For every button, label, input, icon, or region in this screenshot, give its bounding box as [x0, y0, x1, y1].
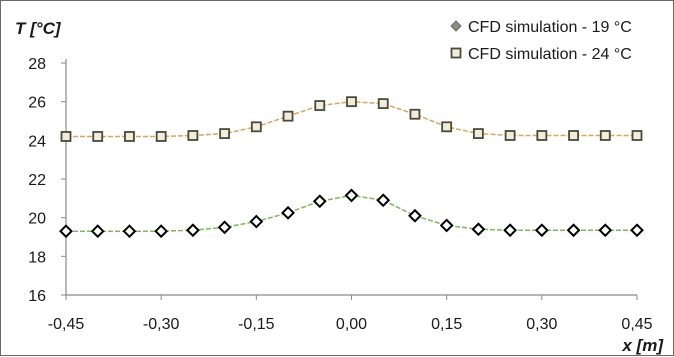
- y-tick-label: 26: [28, 95, 46, 112]
- data-point-square: [472, 128, 484, 139]
- y-tick-label: 22: [28, 172, 46, 189]
- x-tick-label: -0,45: [48, 316, 85, 333]
- legend-marker-square: [450, 47, 462, 59]
- y-tick-label: 28: [28, 56, 46, 73]
- data-point-square: [60, 131, 72, 142]
- data-point-square: [504, 130, 516, 141]
- x-tick-label: 0,45: [621, 316, 652, 333]
- data-point-diamond: [376, 193, 391, 208]
- data-point-square: [346, 96, 357, 108]
- x-tick-label: 0,00: [336, 316, 367, 333]
- data-point-diamond: [59, 224, 73, 239]
- data-point-diamond: [503, 223, 518, 238]
- data-point-diamond: [217, 220, 232, 235]
- data-point-diamond: [439, 218, 454, 233]
- legend-label-2: CFD simulation - 24 °C: [468, 46, 632, 63]
- y-tick-label: 20: [28, 211, 46, 228]
- data-point-square: [568, 130, 579, 141]
- data-point-square: [377, 98, 389, 109]
- data-point-diamond: [154, 224, 169, 239]
- data-point-diamond: [598, 223, 613, 238]
- legend-marker-diamond: [450, 20, 462, 32]
- y-tick-label: 18: [28, 249, 46, 266]
- data-point-diamond: [566, 223, 581, 238]
- x-tick-label: 0,15: [431, 316, 462, 333]
- data-point-diamond: [471, 222, 486, 237]
- data-point-diamond: [344, 188, 359, 203]
- data-point-square: [187, 130, 199, 141]
- data-point-diamond: [312, 194, 327, 209]
- data-point-square: [250, 121, 262, 133]
- data-point-square: [631, 130, 643, 141]
- data-point-square: [219, 128, 231, 139]
- data-point-square: [124, 131, 135, 142]
- data-point-diamond: [630, 223, 644, 238]
- data-point-diamond: [185, 223, 200, 238]
- data-point-square: [441, 121, 453, 133]
- data-point-diamond: [249, 214, 264, 229]
- data-point-diamond: [122, 224, 137, 239]
- data-point-diamond: [281, 205, 295, 220]
- x-tick-label: 0,30: [526, 316, 557, 333]
- x-axis-label: x [m]: [621, 336, 664, 355]
- data-point-square: [536, 130, 548, 141]
- data-point-square: [314, 100, 326, 111]
- x-tick-label: -0,15: [238, 316, 275, 333]
- y-tick-label: 24: [28, 133, 46, 150]
- data-point-square: [599, 130, 611, 141]
- data-point-square: [92, 131, 104, 142]
- data-point-square: [282, 110, 294, 122]
- data-point-square: [155, 131, 167, 142]
- data-point-diamond: [408, 208, 422, 223]
- data-point-square: [409, 108, 421, 120]
- data-point-diamond: [534, 223, 549, 238]
- legend-label-1: CFD simulation - 19 °C: [468, 19, 632, 36]
- y-axis-label: T [°C]: [15, 19, 62, 38]
- x-tick-label: -0,30: [143, 316, 180, 333]
- y-tick-label: 16: [28, 288, 46, 305]
- data-point-diamond: [90, 224, 105, 239]
